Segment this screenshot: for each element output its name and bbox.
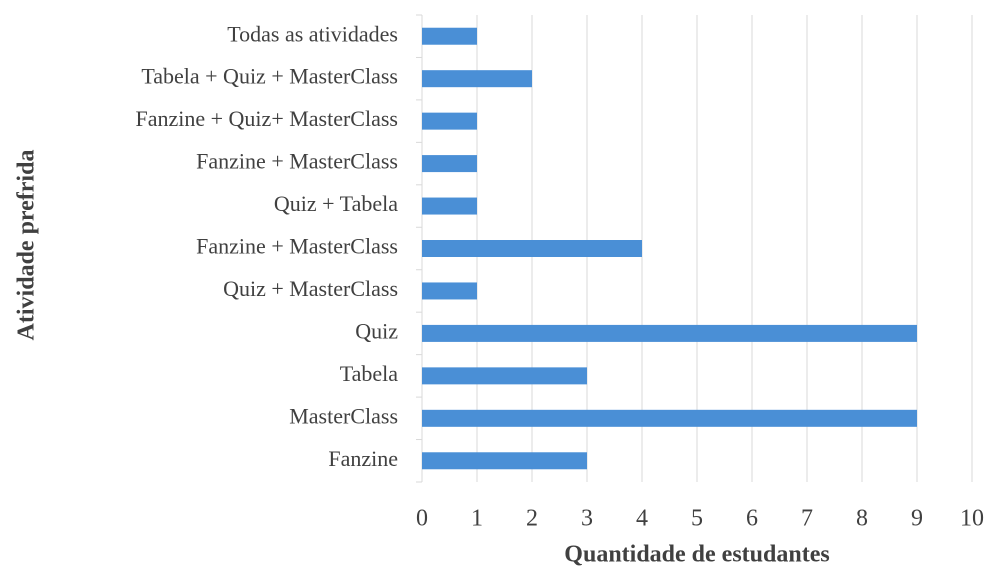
bar (422, 282, 477, 300)
y-tick-label: Fanzine + MasterClass (196, 149, 398, 174)
bar (422, 155, 477, 173)
y-tick-label: MasterClass (289, 403, 398, 428)
x-tick-label: 9 (911, 506, 923, 532)
bar (422, 452, 587, 470)
x-tick-label: 4 (636, 506, 648, 532)
bar (422, 409, 917, 427)
y-tick-label: Tabela + Quiz + MasterClass (141, 64, 398, 89)
y-tick-label: Quiz (355, 318, 398, 343)
y-tick-label: Quiz + Tabela (274, 191, 398, 216)
x-tick-label: 3 (581, 506, 593, 532)
x-tick-label: 0 (416, 506, 428, 532)
y-tick-label: Todas as atividades (227, 21, 398, 46)
bar (422, 27, 477, 45)
bar (422, 197, 477, 215)
y-tick-label: Tabela (340, 361, 399, 386)
bar (422, 367, 587, 385)
y-tick-label: Quiz + MasterClass (223, 276, 398, 301)
x-tick-label: 5 (691, 506, 703, 532)
x-tick-label: 7 (801, 506, 813, 532)
x-tick-label: 1 (471, 506, 483, 532)
y-tick-label: Fanzine (328, 446, 398, 471)
x-tick-label: 8 (856, 506, 868, 532)
x-axis-title: Quantidade de estudantes (564, 542, 829, 568)
y-tick-label: Fanzine + Quiz+ MasterClass (136, 106, 399, 131)
x-tick-label: 2 (526, 506, 538, 532)
bar (422, 112, 477, 130)
bar (422, 324, 917, 342)
x-tick-label: 6 (746, 506, 758, 532)
x-tick-label: 10 (960, 506, 984, 532)
y-axis-title: Atividade prefrida (14, 150, 40, 341)
bar (422, 70, 532, 88)
y-tick-label: Fanzine + MasterClass (196, 234, 398, 259)
bar (422, 240, 642, 257)
